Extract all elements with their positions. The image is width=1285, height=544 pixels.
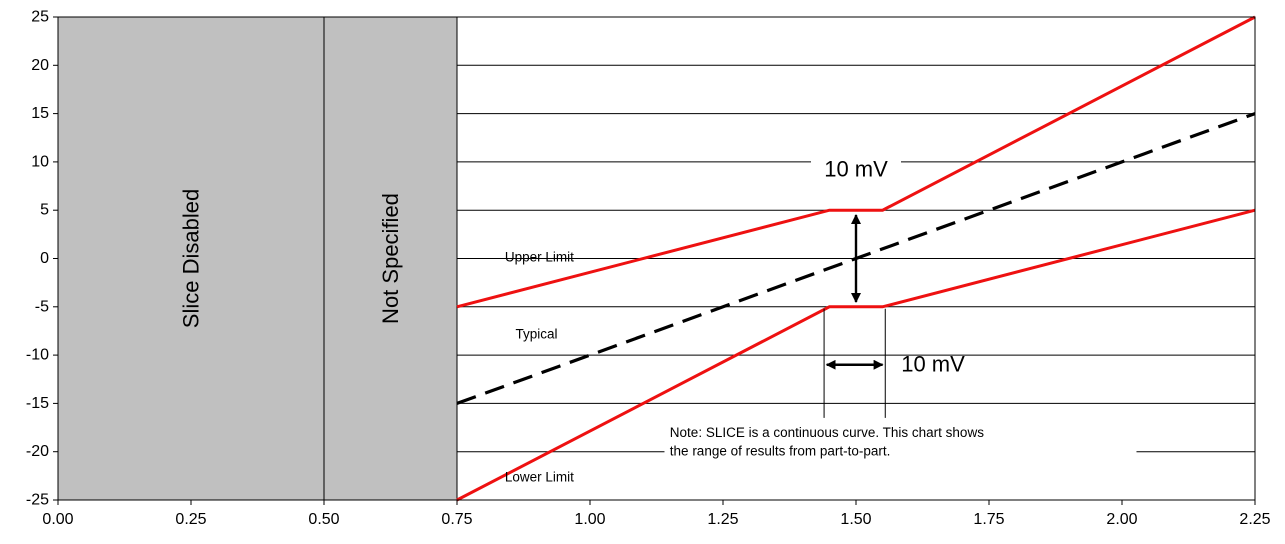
x-tick-label: 0.25 xyxy=(175,511,206,528)
note-background xyxy=(664,420,1137,465)
x-tick-label: 0.75 xyxy=(441,511,472,528)
x-tick-label: 1.00 xyxy=(574,511,605,528)
note-line-2: the range of results from part-to-part. xyxy=(670,444,891,459)
y-tick-label: 25 xyxy=(31,9,49,26)
y-tick-label: -5 xyxy=(35,298,49,315)
region-slice-disabled xyxy=(57,16,325,501)
y-tick-label: -10 xyxy=(26,347,49,364)
series-label: Typical xyxy=(516,327,558,342)
horizontal-span-label: 10 mV xyxy=(901,352,965,377)
y-tick-label: 15 xyxy=(31,105,49,122)
region-label: Not Specified xyxy=(378,193,403,324)
x-tick-label: 1.25 xyxy=(707,511,738,528)
x-tick-label: 2.00 xyxy=(1106,511,1137,528)
series-label: Lower Limit xyxy=(505,470,574,485)
vertical-span-label-bg xyxy=(811,153,901,184)
y-tick-label: -15 xyxy=(26,395,49,412)
y-tick-label: -20 xyxy=(26,443,49,460)
y-tick-label: 5 xyxy=(40,202,49,219)
note-line-1: Note: SLICE is a continuous curve. This … xyxy=(670,425,984,440)
series-lower-limit xyxy=(456,208,1256,502)
x-tick-label: 1.50 xyxy=(840,511,871,528)
region-label: Slice Disabled xyxy=(179,189,204,328)
x-tick-label: 0.50 xyxy=(308,511,339,528)
y-tick-label: 0 xyxy=(40,250,49,267)
series-upper-limit xyxy=(456,15,1256,309)
x-tick-label: 1.75 xyxy=(973,511,1004,528)
x-tick-label: 0.00 xyxy=(42,511,73,528)
y-tick-label: 10 xyxy=(31,153,49,170)
x-tick-label: 2.25 xyxy=(1239,511,1270,528)
series-label: Upper Limit xyxy=(505,249,574,264)
y-tick-label: -25 xyxy=(26,492,49,509)
y-tick-label: 20 xyxy=(31,57,49,74)
region-not-specified xyxy=(323,16,458,501)
vertical-span-label: 10 mV xyxy=(824,156,888,181)
